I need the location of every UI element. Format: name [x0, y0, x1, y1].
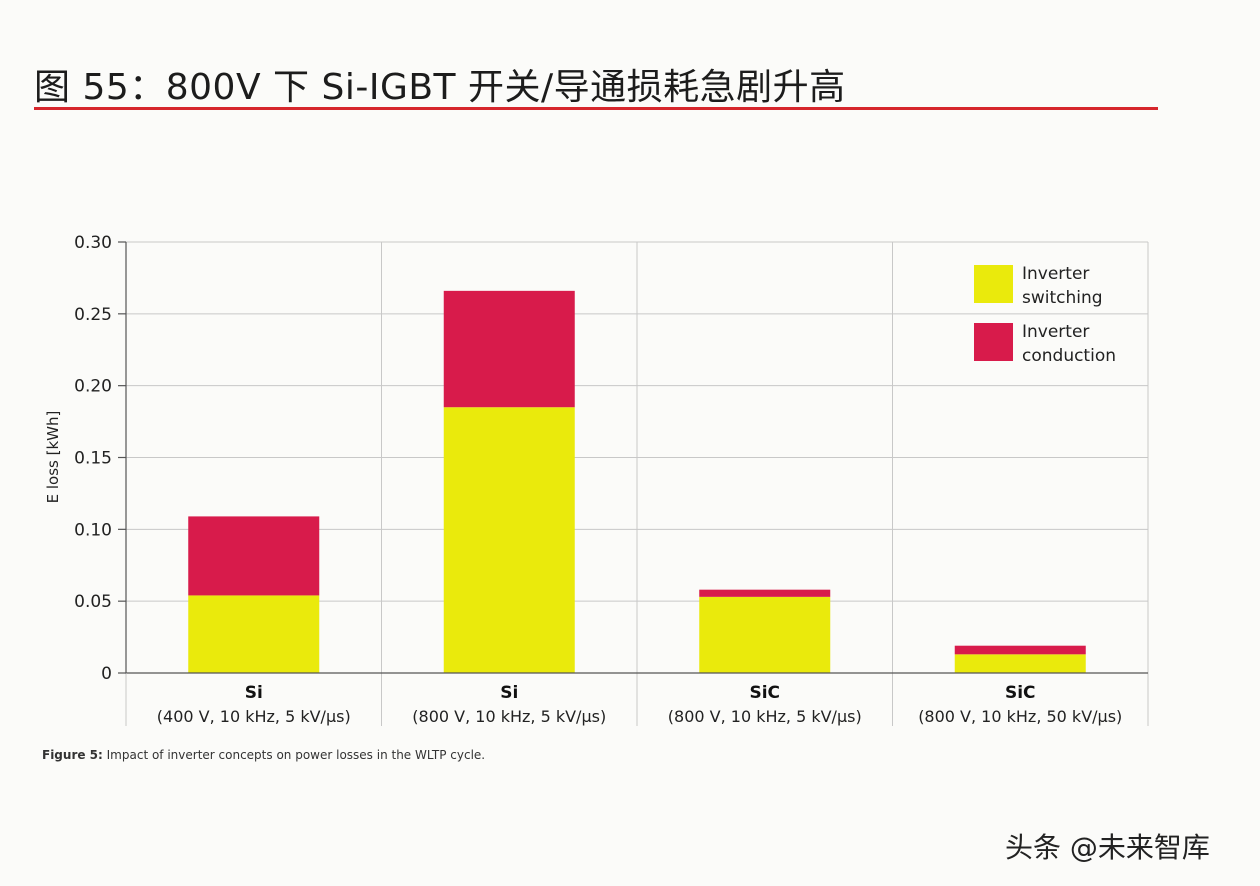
title-underline: [34, 107, 1158, 110]
y-tick-labels: 0 0.05 0.10 0.15 0.20 0.25 0.30: [74, 233, 112, 684]
bar-conduction-2: [443, 290, 575, 408]
legend-swatch-conduction: [974, 323, 1013, 361]
x-category-detail-4: (800 V, 10 kHz, 50 kV/µs): [918, 707, 1122, 726]
chart-bars: [188, 290, 1086, 673]
legend-label-switching-1: Inverter: [1022, 264, 1089, 284]
x-category-name-4: SiC: [1005, 683, 1036, 703]
x-category-detail-3: (800 V, 10 kHz, 5 kV/µs): [668, 707, 862, 726]
y-tick-label-3: 0.15: [74, 449, 112, 469]
y-tick-label-6: 0.30: [74, 233, 112, 253]
figure-title: 图 55：800V 下 Si-IGBT 开关/导通损耗急剧升高: [34, 67, 846, 108]
y-tick-label-1: 0.05: [74, 592, 112, 612]
y-tick-label-4: 0.20: [74, 377, 112, 397]
caption-label: Figure 5:: [42, 748, 103, 762]
bar-switching-1: [188, 595, 320, 673]
chart-axes: [118, 241, 1148, 726]
bar-conduction-4: [954, 645, 1086, 655]
bar-switching-4: [954, 654, 1086, 673]
y-axis-label: E loss [kWh]: [44, 411, 62, 504]
figure-caption: Figure 5: Impact of inverter concepts on…: [42, 748, 485, 762]
y-tick-label-2: 0.10: [74, 520, 112, 540]
legend-swatch-switching: [974, 265, 1013, 303]
watermark-text: 头条 @未来智库: [1005, 831, 1210, 864]
bar-switching-3: [699, 596, 831, 673]
x-category-name-1: Si: [245, 683, 263, 703]
chart-legend: Inverter switching Inverter conduction: [974, 264, 1116, 366]
y-tick-label-0: 0: [101, 664, 112, 684]
y-tick-label-5: 0.25: [74, 305, 112, 325]
bar-conduction-3: [699, 589, 831, 597]
bar-conduction-1: [188, 516, 320, 596]
x-category-name-2: Si: [500, 683, 518, 703]
x-category-name-3: SiC: [749, 683, 780, 703]
legend-label-conduction-2: conduction: [1022, 346, 1116, 366]
caption-text: Impact of inverter concepts on power los…: [102, 748, 486, 762]
x-category-detail-1: (400 V, 10 kHz, 5 kV/µs): [157, 707, 351, 726]
x-category-labels: Si (400 V, 10 kHz, 5 kV/µs) Si (800 V, 10 k…: [157, 683, 1123, 726]
bar-switching-2: [443, 407, 575, 673]
legend-label-conduction-1: Inverter: [1022, 322, 1089, 342]
legend-label-switching-2: switching: [1022, 288, 1103, 308]
x-category-detail-2: (800 V, 10 kHz, 5 kV/µs): [412, 707, 606, 726]
